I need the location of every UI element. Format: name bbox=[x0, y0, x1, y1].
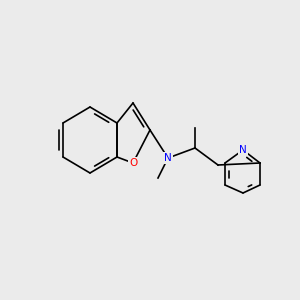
Text: N: N bbox=[164, 153, 172, 163]
Text: O: O bbox=[129, 158, 137, 168]
Text: N: N bbox=[239, 145, 247, 155]
